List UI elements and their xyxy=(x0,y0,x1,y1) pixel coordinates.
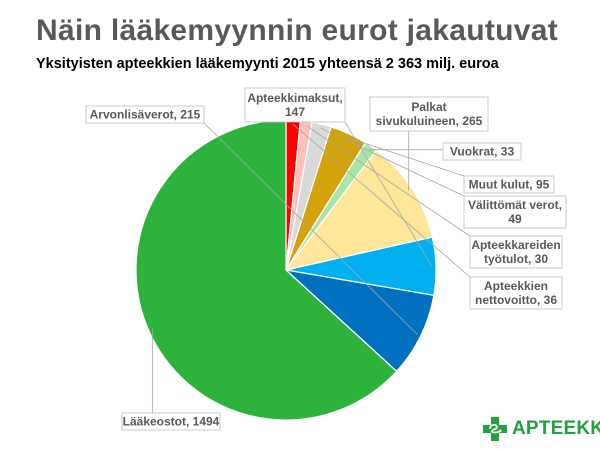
pie-slice xyxy=(284,269,435,373)
green-cross-with-snake-icon xyxy=(483,417,507,441)
slice-label: Vuokrat, 33 xyxy=(442,142,522,161)
slice-label-text: 49 xyxy=(508,212,522,226)
label-box xyxy=(469,235,563,269)
label-box xyxy=(244,87,346,123)
chart-title: Näin lääkemyynnin eurot jakautuvat xyxy=(36,14,559,47)
slice-label: Arvonlisäverot, 215 xyxy=(85,105,205,124)
leader-line xyxy=(203,122,418,335)
slice-label-text: Apteekkimaksut, xyxy=(247,91,342,105)
leader-lines xyxy=(151,121,471,413)
leader-line xyxy=(346,137,465,177)
chart-subtitle: Yksityisten apteekkien lääkemyynti 2015 … xyxy=(36,56,499,72)
logo-text: APTEEKKI xyxy=(512,418,600,439)
label-box xyxy=(469,276,563,310)
slice-label-text: Vuokrat, 33 xyxy=(450,145,515,159)
slice-label-text: sivukuluineen, 265 xyxy=(376,114,483,128)
label-box xyxy=(369,96,489,132)
leader-line xyxy=(305,125,471,237)
label-box xyxy=(85,105,205,124)
slice-label-text: Palkat xyxy=(411,100,446,114)
slice-label: Lääkeostot, 1494 xyxy=(121,412,221,431)
slice-label-text: Apteekkareiden xyxy=(471,238,560,252)
slice-label-text: Apteekkien xyxy=(484,279,548,293)
pie-slice xyxy=(135,119,398,421)
label-box xyxy=(442,142,522,161)
label-box xyxy=(121,412,221,431)
leader-line xyxy=(320,127,465,197)
slice-label-text: nettovoitto, 36 xyxy=(475,293,557,307)
slice-label: Muut kulut, 95 xyxy=(463,175,555,194)
slice-label-text: Lääkeostot, 1494 xyxy=(123,415,220,429)
apteekki-logo: APTEEKKI xyxy=(482,416,600,442)
slice-label: Välittömät verot,49 xyxy=(463,195,567,229)
slice-label-text: Välittömät verot, xyxy=(468,198,562,212)
slice-label: Apteekkimaksut,147 xyxy=(244,87,346,123)
slice-label-text: Muut kulut, 95 xyxy=(469,178,550,192)
label-box xyxy=(463,195,567,229)
pie-slices xyxy=(135,119,437,421)
leader-line xyxy=(292,123,471,278)
slice-label-text: työtulot, 30 xyxy=(484,252,548,266)
leader-line xyxy=(344,121,433,267)
slice-label-text: 147 xyxy=(285,105,305,119)
label-box xyxy=(463,175,555,194)
slice-label-text: Arvonlisäverot, 215 xyxy=(90,108,201,122)
